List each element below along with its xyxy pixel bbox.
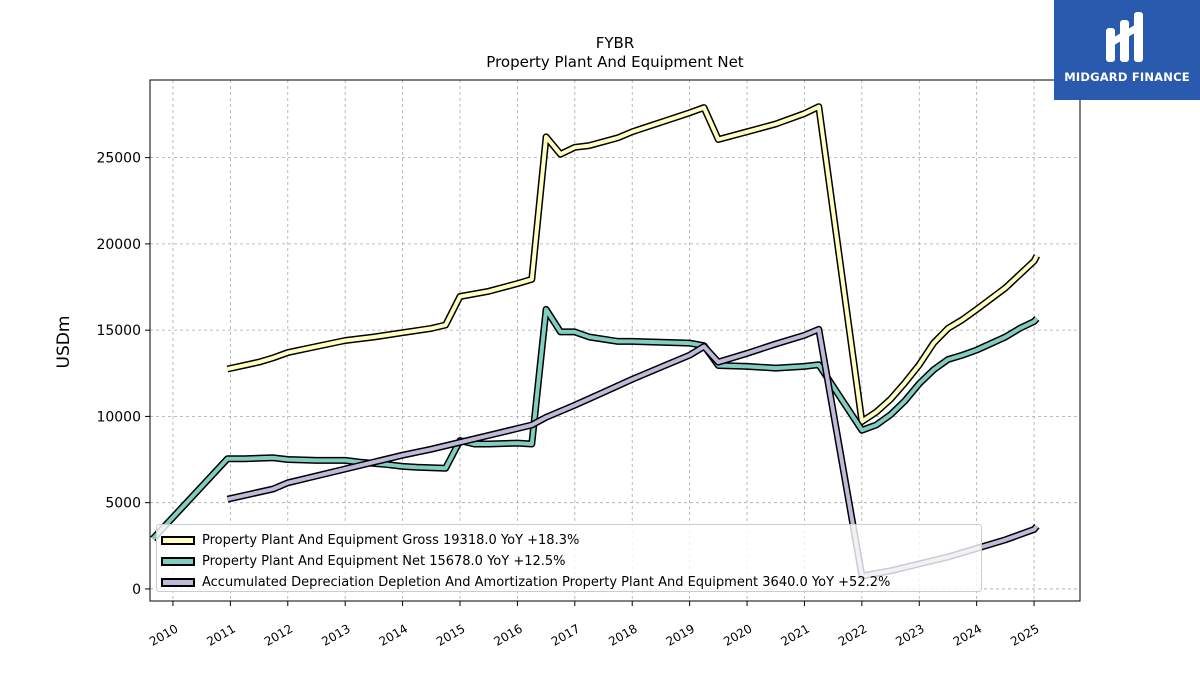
x-tick-label: 2015 — [434, 621, 467, 648]
midgard-logo-icon — [1106, 12, 1143, 62]
series-1 — [226, 103, 1041, 426]
legend-swatch — [161, 557, 195, 566]
x-tick-label: 2025 — [1008, 621, 1041, 648]
y-tick-label: 10000 — [96, 409, 141, 425]
x-tick-label: 2017 — [549, 621, 582, 648]
legend-entry: Property Plant And Equipment Net 15678.0… — [161, 551, 981, 572]
plot-frame — [149, 79, 1081, 602]
series-layer — [150, 103, 1041, 580]
logo-text: MIDGARD FINANCE — [1064, 70, 1190, 84]
x-tick-label: 2014 — [377, 621, 410, 648]
legend-swatch — [161, 536, 195, 545]
chart-title: FYBR — [596, 34, 635, 52]
x-tick-label: 2024 — [951, 621, 984, 648]
legend-label: Accumulated Depreciation Depletion And A… — [202, 575, 891, 590]
legend-entry: Property Plant And Equipment Gross 19318… — [161, 530, 981, 551]
legend-label: Property Plant And Equipment Gross 19318… — [202, 533, 580, 548]
x-tick-label: 2020 — [721, 621, 754, 648]
series-line — [151, 307, 1039, 541]
x-tick-label: 2013 — [319, 621, 352, 648]
y-tick-label: 20000 — [96, 237, 141, 253]
brand-logo: MIDGARD FINANCE — [1054, 0, 1200, 100]
y-tick-label: 5000 — [105, 496, 141, 512]
x-tick-label: 2021 — [778, 621, 811, 648]
legend-entry: Accumulated Depreciation Depletion And A… — [161, 572, 981, 593]
y-tick-label: 15000 — [96, 323, 141, 339]
legend-label: Property Plant And Equipment Net 15678.0… — [202, 554, 566, 569]
series-2 — [150, 305, 1040, 542]
x-tick-label: 2011 — [204, 621, 237, 648]
legend-swatch — [161, 578, 195, 587]
y-tick-label: 25000 — [96, 151, 141, 167]
x-tick-label: 2019 — [664, 621, 697, 648]
x-tick-label: 2010 — [147, 621, 180, 648]
series-line — [227, 104, 1039, 424]
y-axis-label: USDm — [54, 316, 74, 369]
x-tick-label: 2022 — [836, 621, 869, 648]
legend: Property Plant And Equipment Gross 19318… — [156, 524, 982, 592]
x-tick-label: 2016 — [491, 621, 524, 648]
series-line-outline — [150, 305, 1040, 542]
x-tick-label: 2023 — [893, 621, 926, 648]
x-tick-label: 2012 — [262, 621, 295, 648]
chart-subtitle: Property Plant And Equipment Net — [486, 53, 743, 71]
x-tick-label: 2018 — [606, 621, 639, 648]
y-tick-label: 0 — [132, 582, 141, 598]
